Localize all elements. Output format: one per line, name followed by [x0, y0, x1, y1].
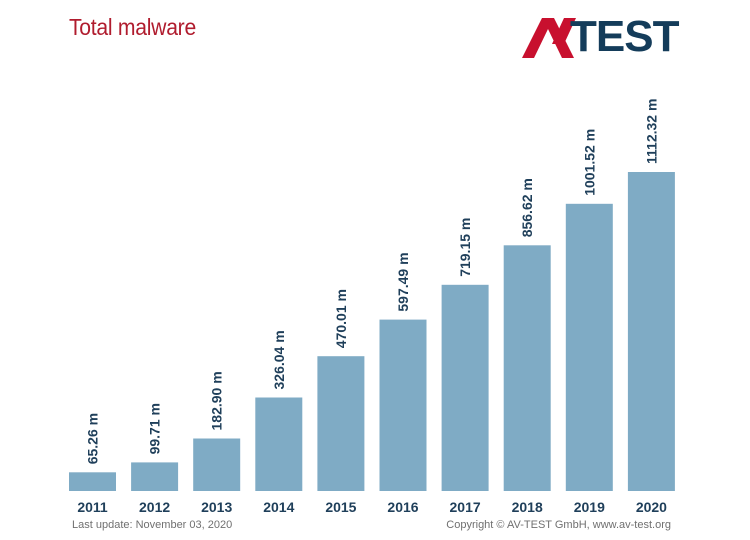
bar-2016	[379, 319, 427, 491]
value-label-2012: 99.71 m	[147, 403, 163, 454]
x-tick-label-2014: 2014	[263, 499, 294, 515]
bar-2013	[193, 438, 241, 491]
x-tick-label-2017: 2017	[450, 499, 481, 515]
copyright-text: Copyright © AV-TEST GmbH, www.av-test.or…	[446, 519, 671, 531]
bar-2017	[441, 284, 489, 491]
x-tick-label-2012: 2012	[139, 499, 170, 515]
value-label-2013: 182.90 m	[209, 371, 225, 430]
value-label-2016: 597.49 m	[395, 252, 411, 311]
bar-2019	[565, 203, 613, 492]
value-label-2014: 326.04 m	[271, 330, 287, 389]
chart-title: Total malware	[69, 14, 196, 40]
x-tick-label-2018: 2018	[512, 499, 543, 515]
x-tick-label-2020: 2020	[636, 499, 667, 515]
value-label-2020: 1112.32 m	[643, 99, 659, 164]
x-tick-label-2011: 2011	[77, 499, 108, 515]
value-label-2018: 856.62 m	[519, 178, 535, 237]
value-label-2015: 470.01 m	[333, 289, 349, 348]
x-tick-label-2016: 2016	[387, 499, 418, 515]
x-tick-label-2019: 2019	[574, 499, 605, 515]
av-test-logo: TEST	[520, 12, 685, 61]
bar-2014	[255, 397, 303, 491]
value-label-2019: 1001.52 m	[581, 129, 597, 196]
av-logo-mark-icon	[522, 18, 576, 58]
x-tick-label-2013: 2013	[201, 499, 232, 515]
last-update-text: Last update: November 03, 2020	[72, 519, 233, 531]
bar-2012	[131, 462, 179, 491]
bar-2011	[69, 472, 116, 491]
x-tick-label-2015: 2015	[325, 499, 356, 515]
value-label-2017: 719.15 m	[457, 218, 473, 277]
bar-2018	[503, 245, 551, 491]
logo-wordmark: TEST	[570, 12, 679, 61]
bar-2020	[627, 172, 675, 491]
value-label-2011: 65.26 m	[85, 413, 101, 464]
bar-2015	[317, 356, 365, 491]
